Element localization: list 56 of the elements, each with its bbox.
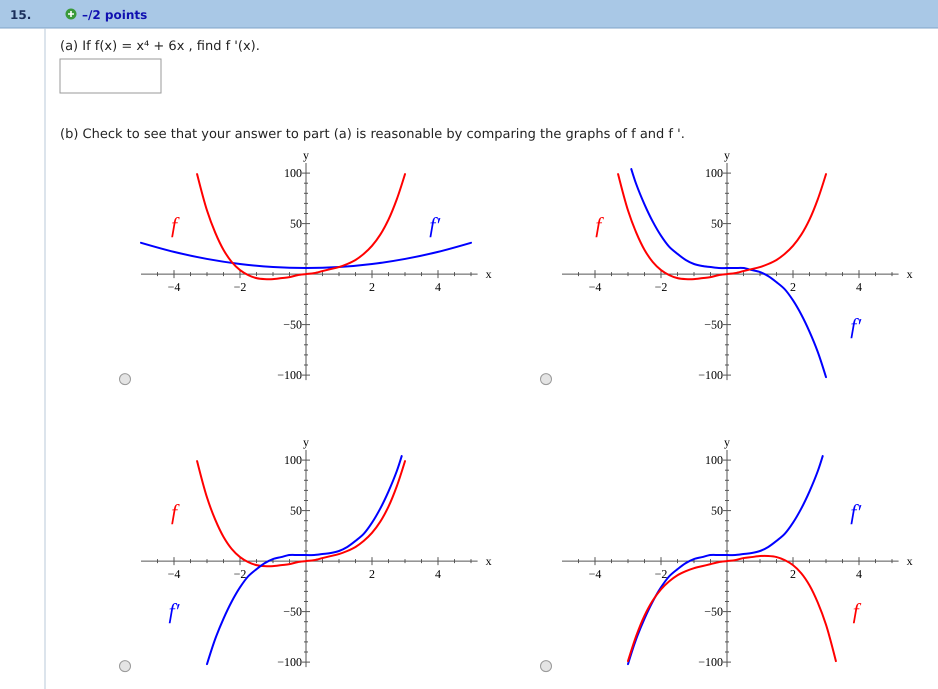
y-tick-label: −50 [283, 604, 302, 619]
y-tick-label: −50 [704, 318, 723, 332]
series-label: f [170, 212, 180, 238]
series-label: f′ [429, 212, 442, 238]
text: 15. [10, 8, 32, 22]
y-tick-label: −100 [277, 655, 302, 670]
x-axis-title: x [906, 267, 913, 282]
x-axis-title: x [486, 267, 492, 282]
text: –/2 points [82, 8, 148, 22]
y-tick-label: −100 [698, 368, 723, 382]
x-tick-label: −4 [168, 280, 180, 294]
x-tick-label: 4 [435, 280, 441, 294]
x-axis-title: x [486, 554, 492, 568]
x-tick-label: −2 [234, 280, 246, 294]
y-tick-label: 100 [284, 166, 302, 180]
line-series [630, 168, 827, 378]
y-axis-title: y [724, 435, 730, 449]
y-tick-label: −100 [277, 368, 302, 382]
series-label: f′ [168, 598, 181, 624]
line-series [627, 455, 824, 666]
series-label: f [170, 500, 180, 525]
series-label: f [852, 598, 862, 624]
y-tick-label: −50 [283, 318, 302, 332]
y-axis-title: y [724, 148, 730, 162]
y-tick-label: 50 [290, 216, 302, 231]
y-tick-label: 100 [284, 453, 302, 468]
y-axis-title: y [303, 148, 309, 162]
x-tick-label: −2 [234, 567, 246, 582]
x-tick-label: 4 [856, 280, 862, 294]
series-label: f′ [850, 500, 862, 525]
x-tick-label: 4 [435, 567, 441, 582]
text: (b) Check to see that your answer to part (a) is reasonable by comparing the graphs of f and f '. [60, 127, 685, 142]
y-axis-title: y [303, 435, 309, 449]
y-tick-label: −50 [704, 604, 723, 619]
y-tick-label: 50 [711, 216, 723, 231]
y-tick-label: 50 [711, 504, 723, 518]
x-axis-title: x [906, 554, 913, 568]
x-tick-label: −4 [168, 567, 180, 582]
x-tick-label: 4 [856, 567, 862, 582]
line-series [140, 242, 472, 270]
x-tick-label: −4 [588, 567, 602, 582]
y-tick-label: 50 [290, 504, 302, 518]
text: (a) If f(x) = x⁴ + 6x , find f '(x). [60, 39, 260, 54]
series-label: f′ [850, 314, 862, 339]
line-series [206, 455, 403, 666]
x-tick-label: −2 [654, 280, 668, 294]
y-tick-label: 100 [705, 166, 723, 180]
x-tick-label: 2 [369, 567, 375, 582]
series-label: f [595, 212, 604, 238]
x-tick-label: 2 [369, 280, 375, 294]
x-tick-label: −2 [654, 567, 668, 582]
y-tick-label: −100 [698, 655, 723, 670]
x-tick-label: 2 [790, 280, 796, 294]
y-tick-label: 100 [705, 453, 723, 468]
x-tick-label: 2 [790, 567, 796, 582]
x-tick-label: −4 [588, 280, 602, 294]
